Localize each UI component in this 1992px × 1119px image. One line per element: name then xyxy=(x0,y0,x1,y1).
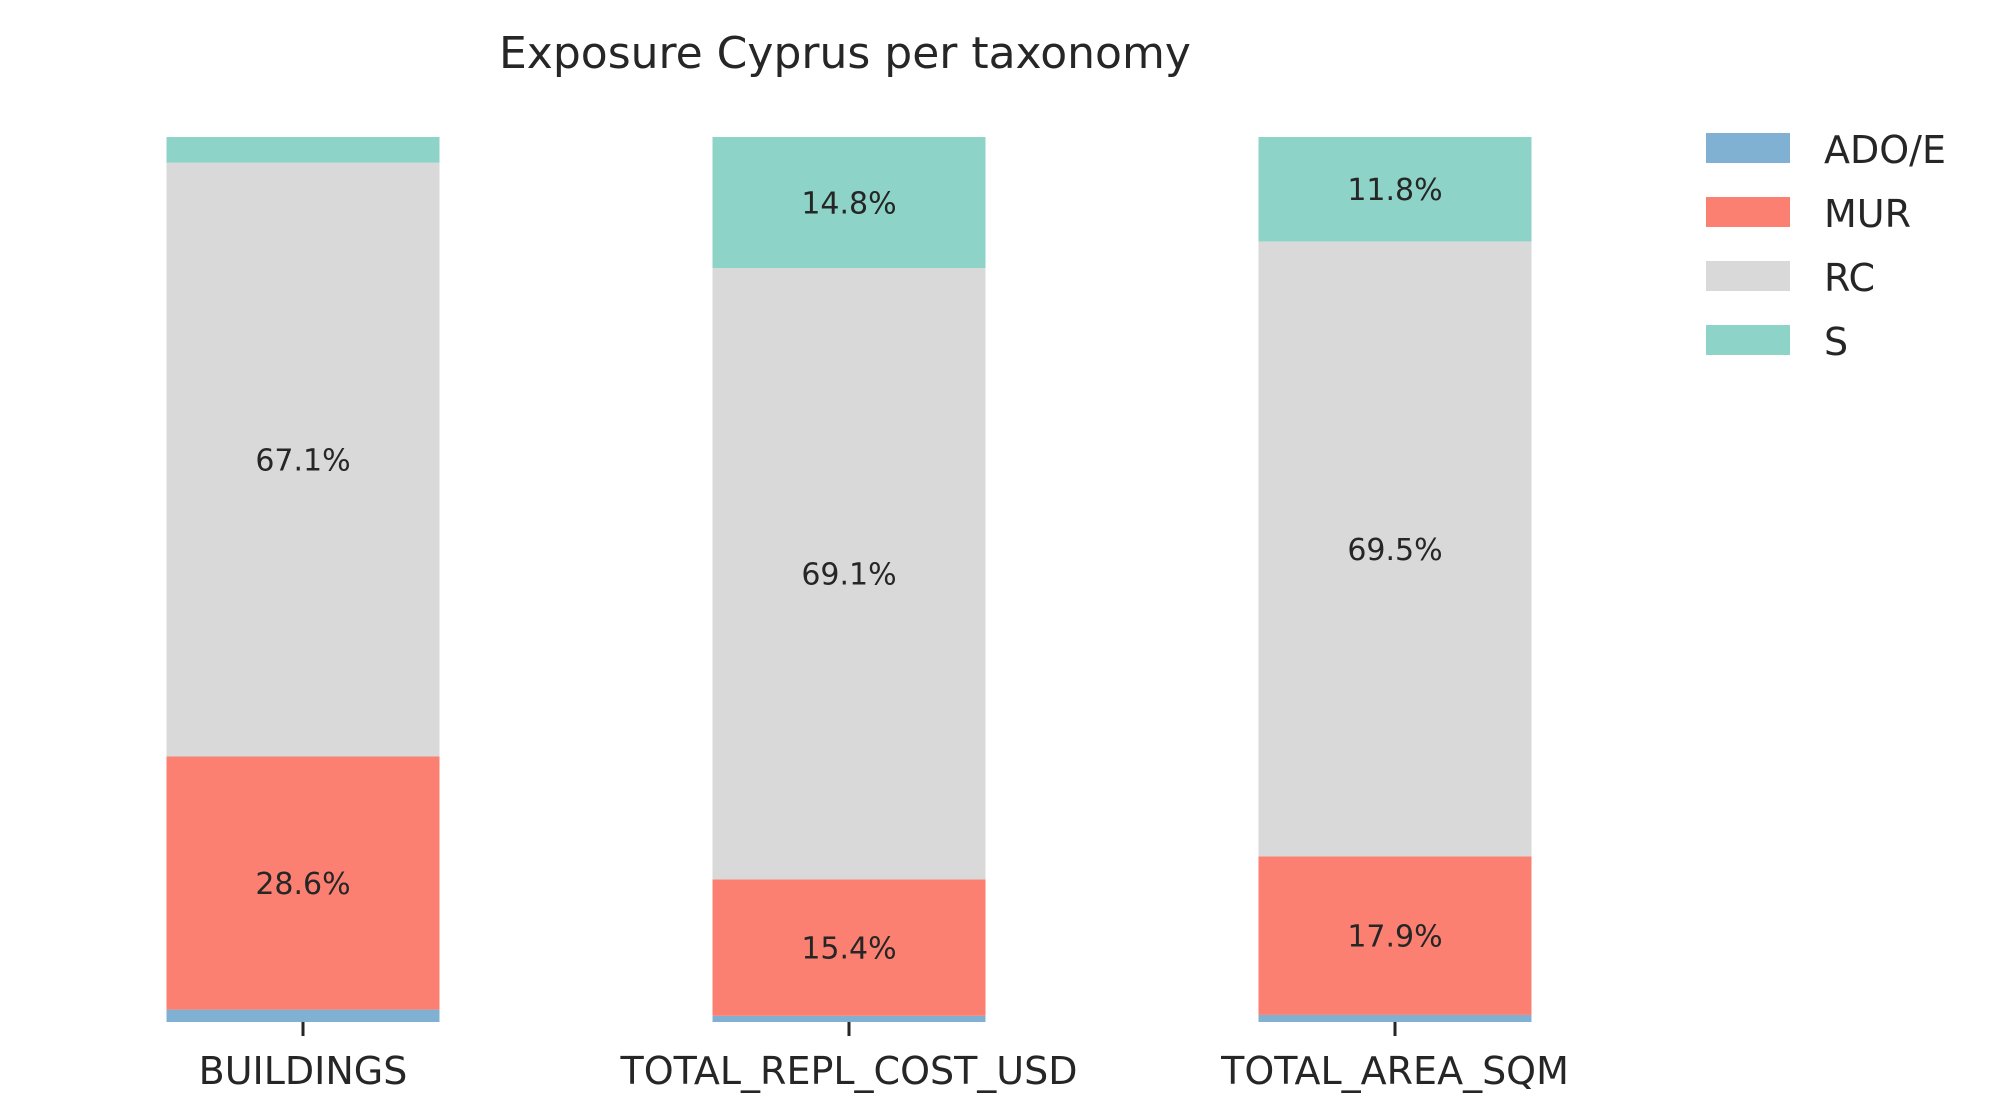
legend-swatch-rc xyxy=(1706,261,1790,291)
bar-segment-total-area-sqm-ado-e xyxy=(1258,1014,1532,1022)
data-labels-group: 28.6% 67.1% 15.4% 69.1% 14.8% 17.9% 69.5% 11.8% xyxy=(255,173,1442,966)
data-label-total-repl-cost-usd-s: 14.8% xyxy=(801,186,896,221)
bar-segment-total-area-sqm-rc xyxy=(1258,241,1532,857)
bar-segment-buildings-mur xyxy=(166,756,440,1010)
chart-title: Exposure Cyprus per taxonomy xyxy=(499,28,1191,79)
bar-segment-total-area-sqm-mur xyxy=(1258,856,1532,1015)
legend-label-ado-e: ADO/E xyxy=(1824,128,1946,172)
data-label-total-area-sqm-mur: 17.9% xyxy=(1347,920,1442,955)
bar-segment-total-repl-cost-usd-s xyxy=(712,137,986,268)
data-label-total-area-sqm-s: 11.8% xyxy=(1347,173,1442,208)
data-label-buildings-mur: 28.6% xyxy=(255,867,350,902)
legend-swatch-s xyxy=(1706,325,1790,355)
data-label-total-area-sqm-rc: 69.5% xyxy=(1347,533,1442,568)
legend-label-rc: RC xyxy=(1824,256,1875,300)
x-tick-label-total-repl-cost-usd: TOTAL_REPL_COST_USD xyxy=(619,1049,1077,1093)
legend: ADO/E MUR RC S xyxy=(1706,128,1946,364)
legend-swatch-ado-e xyxy=(1706,133,1790,163)
legend-swatch-mur xyxy=(1706,197,1790,227)
legend-label-mur: MUR xyxy=(1824,192,1911,236)
data-label-total-repl-cost-usd-rc: 69.1% xyxy=(801,558,896,593)
bar-segment-total-area-sqm-s xyxy=(1258,137,1532,242)
x-tick-label-total-area-sqm: TOTAL_AREA_SQM xyxy=(1220,1049,1569,1093)
x-axis: BUILDINGS TOTAL_REPL_COST_USD TOTAL_AREA_S… xyxy=(199,1022,1569,1093)
data-label-total-repl-cost-usd-mur: 15.4% xyxy=(801,932,896,967)
bar-segment-total-repl-cost-usd-ado-e xyxy=(712,1015,986,1022)
legend-label-s: S xyxy=(1824,320,1848,364)
bars-group xyxy=(166,137,1532,1022)
bar-segment-buildings-rc xyxy=(166,162,440,757)
data-label-buildings-rc: 67.1% xyxy=(255,444,350,479)
x-tick-label-buildings: BUILDINGS xyxy=(199,1049,408,1093)
bar-segment-total-repl-cost-usd-rc xyxy=(712,267,986,880)
bar-segment-buildings-s xyxy=(166,137,440,163)
bar-segment-total-repl-cost-usd-mur xyxy=(712,879,986,1016)
bar-segment-buildings-ado-e xyxy=(166,1009,440,1022)
